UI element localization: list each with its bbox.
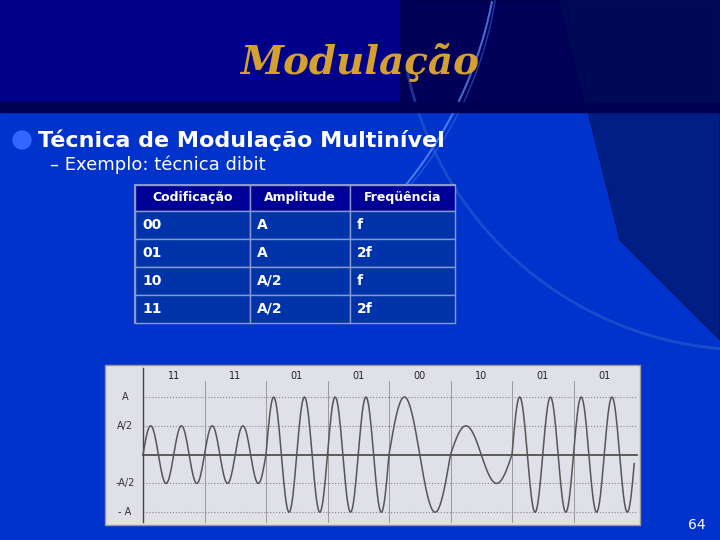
Text: - A: - A [118,507,132,517]
Text: – Exemplo: técnica dibit: – Exemplo: técnica dibit [50,156,266,174]
Bar [250,211,350,239]
Circle shape [13,131,31,149]
Bar [135,211,250,239]
Text: f: f [357,218,363,232]
Bar [250,185,350,211]
Bar [135,239,250,267]
Bar [250,239,350,267]
Text: Técnica de Modulação Multinível: Técnica de Modulação Multinível [38,129,445,151]
Text: f: f [357,274,363,288]
Bar [250,295,350,323]
Text: 01: 01 [536,371,549,381]
Bar [350,211,455,239]
Bar [135,295,250,323]
Bar [0,102,720,112]
Bar [135,185,455,323]
Text: 11: 11 [229,371,241,381]
Text: Codificação: Codificação [152,192,233,205]
Text: 00: 00 [142,218,161,232]
Text: A: A [257,218,268,232]
Text: 01: 01 [142,246,161,260]
Bar [400,0,720,110]
Bar [135,185,250,211]
Bar [350,267,455,295]
Bar [0,0,720,110]
Text: A: A [122,392,128,402]
Bar [135,267,250,295]
Bar [350,239,455,267]
Text: Modulação: Modulação [240,43,480,82]
Text: A: A [257,246,268,260]
Text: 01: 01 [598,371,611,381]
Text: A/2: A/2 [117,421,133,431]
Text: Freqüência: Freqüência [364,192,441,205]
Text: 2f: 2f [357,246,373,260]
Bar [350,185,455,211]
Text: -A/2: -A/2 [115,478,135,488]
Text: A/2: A/2 [257,274,283,288]
Text: 2f: 2f [357,302,373,316]
Text: A/2: A/2 [257,302,283,316]
Text: 11: 11 [168,371,180,381]
Text: 01: 01 [352,371,364,381]
Text: 01: 01 [291,371,303,381]
Text: 64: 64 [688,518,706,532]
Polygon shape [560,0,720,340]
Text: 00: 00 [413,371,426,381]
Text: Amplitude: Amplitude [264,192,336,205]
Text: 10: 10 [475,371,487,381]
Bar [105,365,640,525]
Text: 11: 11 [142,302,161,316]
Text: 10: 10 [142,274,161,288]
Bar [350,295,455,323]
Bar [250,267,350,295]
